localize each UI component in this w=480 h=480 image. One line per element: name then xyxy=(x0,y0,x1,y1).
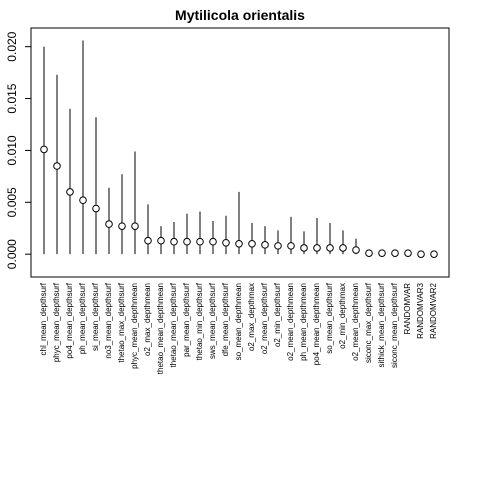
x-tick-label: chl_mean_depthsurf xyxy=(39,282,48,355)
x-tick-label: RANDOMVAR3 xyxy=(416,282,425,338)
x-tick-label: o2_max_depthmax xyxy=(247,283,256,351)
plot-frame xyxy=(31,28,449,277)
x-tick-label: o2_mean_depthmean xyxy=(286,283,295,361)
data-point xyxy=(262,242,269,249)
data-point xyxy=(301,245,308,252)
data-point xyxy=(132,223,139,230)
data-point xyxy=(41,146,48,153)
x-tick-label: po4_mean_depthmean xyxy=(312,283,321,365)
x-tick-label: ph_mean_depthmean xyxy=(299,283,308,361)
x-tick-labels: chl_mean_depthsurf phyc_mean_depthsurf po4… xyxy=(39,282,438,374)
x-tick-label: dfe_mean_depthsurf xyxy=(221,282,230,356)
data-point xyxy=(379,250,386,257)
x-tick-label: si_mean_depthsurf xyxy=(91,282,100,351)
data-point xyxy=(223,239,230,246)
data-point xyxy=(275,243,282,250)
y-axis: 0.000 0.005 0.010 0.015 0.020 xyxy=(5,31,31,269)
x-tick-label: RANDOMVAR xyxy=(403,283,412,335)
x-tick-label: sithick_mean_depthsurf xyxy=(377,282,386,367)
x-tick-label: siconc_mean_depthsurf xyxy=(390,282,399,368)
y-tick-label: 0.000 xyxy=(5,239,19,269)
y-tick-label: 0.010 xyxy=(5,135,19,165)
data-point xyxy=(106,221,113,228)
data-point xyxy=(145,237,152,244)
range-lines xyxy=(44,40,434,254)
data-point xyxy=(392,250,399,257)
x-tick-label: RANDOMVAR2 xyxy=(429,282,438,338)
x-tick-label: sws_mean_depthsurf xyxy=(208,282,217,359)
x-tick-label: par_mean_depthsurf xyxy=(182,282,191,357)
data-point xyxy=(249,241,256,248)
x-tick-label: phyc_mean_depthmean xyxy=(130,283,139,369)
x-tick-label: po4_mean_depthsurf xyxy=(65,282,74,358)
x-tick-label: so_mean_depthmean xyxy=(234,283,243,360)
y-tick-label: 0.015 xyxy=(5,83,19,113)
data-point xyxy=(171,238,178,245)
x-tick-label: ph_mean_depthsurf xyxy=(78,282,87,354)
data-point xyxy=(184,238,191,245)
x-tick-label: thetao_mean_depthmean xyxy=(156,283,165,374)
data-point xyxy=(80,197,87,204)
x-tick-label: phyc_mean_depthsurf xyxy=(52,282,61,362)
data-point xyxy=(119,223,126,230)
data-point xyxy=(93,205,100,212)
data-point xyxy=(405,250,412,257)
x-tick-label: thetao_mean_depthsurf xyxy=(169,282,178,367)
data-point xyxy=(158,237,165,244)
data-point xyxy=(366,250,373,257)
y-tick-label: 0.020 xyxy=(5,31,19,61)
data-point xyxy=(327,245,334,252)
x-tick-label: siconc_max_depthsurf xyxy=(364,282,373,363)
x-tick-label: so_mean_depthsurf xyxy=(325,282,334,353)
data-point xyxy=(197,238,204,245)
data-point xyxy=(314,245,321,252)
x-tick-label: o2_min_depthmax xyxy=(338,283,347,349)
data-point xyxy=(353,247,360,254)
x-tick-label: thetao_min_depthsurf xyxy=(195,282,204,360)
data-point xyxy=(67,189,74,196)
x-tick-label: o2_mean_depthsurf xyxy=(260,282,269,354)
x-tick-label: o2_min_depthsurf xyxy=(273,282,282,347)
data-point xyxy=(236,241,243,248)
chart-title: Mytilicola orientalis xyxy=(175,7,305,23)
x-tick-label: thetao_max_depthsurf xyxy=(117,282,126,362)
data-point xyxy=(288,243,295,250)
data-point xyxy=(418,251,425,258)
data-point xyxy=(340,245,347,252)
data-point xyxy=(210,238,217,245)
y-tick-label: 0.005 xyxy=(5,187,19,217)
data-point xyxy=(54,163,61,170)
data-point xyxy=(431,251,438,258)
x-tick-label: no3_mean_depthsurf xyxy=(104,282,113,358)
x-tick-label: o2_max_depthmean xyxy=(143,283,152,356)
x-tick-label: o2_mean_depthmean xyxy=(351,283,360,361)
